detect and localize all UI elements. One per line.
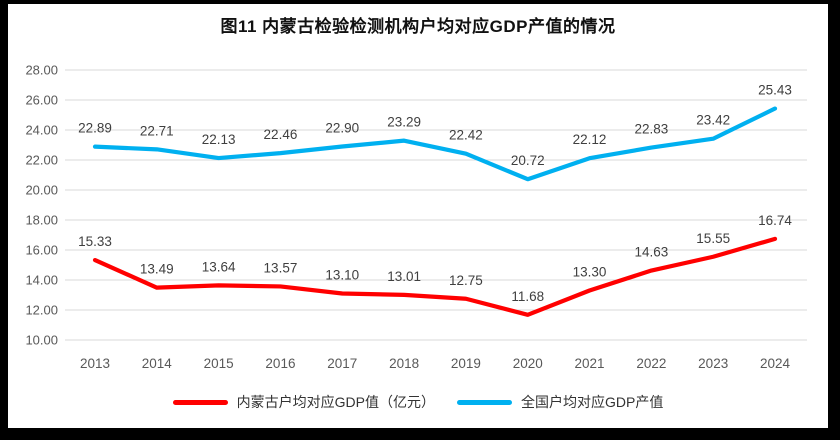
data-label: 13.01 [387,269,421,284]
x-axis-tick-label: 2014 [142,356,173,371]
legend: 内蒙古户均对应GDP值（亿元） 全国户均对应GDP产值 [8,392,828,412]
x-axis-tick-label: 2024 [760,356,791,371]
data-label: 15.55 [696,231,730,246]
data-label: 22.71 [140,123,174,138]
data-label: 13.10 [325,268,359,283]
x-axis-tick-label: 2020 [513,356,543,371]
y-axis-tick-label: 10.00 [25,333,58,348]
data-label: 13.64 [202,259,236,274]
y-axis-tick-label: 16.00 [25,243,58,258]
data-label: 22.83 [634,122,668,137]
series-line [92,106,778,182]
y-axis-tick-label: 20.00 [25,183,58,198]
chart-panel: 图11 内蒙古检验检测机构户均对应GDP产值的情况 10.00 12.00 14.0… [8,4,828,428]
y-axis-tick-label: 18.00 [25,213,58,228]
data-label: 22.89 [78,121,112,136]
data-label: 13.57 [264,260,298,275]
series-line [92,236,778,317]
y-axis-tick-label: 22.00 [25,153,58,168]
legend-item-national: 全国户均对应GDP产值 [457,392,663,412]
x-axis-tick-label: 2017 [327,356,357,371]
data-label: 23.29 [387,115,421,130]
y-axis-tick-label: 28.00 [25,63,58,78]
data-label: 12.75 [449,273,483,288]
x-axis-tick-label: 2021 [575,356,605,371]
data-label: 13.49 [140,262,174,277]
legend-label-national: 全国户均对应GDP产值 [521,394,664,410]
x-axis-tick-label: 2015 [204,356,234,371]
line-chart: 10.00 12.00 14.00 16.00 18.00 20.00 22.00 24.00… [25,63,807,371]
data-label: 15.33 [78,234,112,249]
data-label: 22.90 [325,121,359,136]
y-axis-tick-label: 26.00 [25,93,58,108]
data-label: 23.42 [696,113,730,128]
x-axis-tick-label: 2019 [451,356,481,371]
data-label: 22.12 [573,132,607,147]
red-line-swatch-icon [172,399,228,405]
data-label: 22.13 [202,132,236,147]
legend-label-inner-mongolia: 内蒙古户均对应GDP值（亿元） [236,394,435,410]
data-label: 22.46 [264,127,298,142]
data-label: 13.30 [573,265,607,280]
data-label: 16.74 [758,213,792,228]
x-axis-tick-label: 2022 [636,356,666,371]
x-axis-tick-label: 2013 [80,356,110,371]
chart-title: 图11 内蒙古检验检测机构户均对应GDP产值的情况 [220,17,616,36]
data-label: 25.43 [758,83,792,98]
data-label: 22.42 [449,128,483,143]
y-axis-tick-label: 12.00 [25,303,58,318]
x-axis-tick-label: 2016 [265,356,295,371]
legend-item-inner-mongolia: 内蒙古户均对应GDP值（亿元） [172,392,435,412]
x-axis-tick-label: 2023 [698,356,728,371]
data-label: 14.63 [634,245,668,260]
x-axis-tick-label: 2018 [389,356,419,371]
y-axis-tick-label: 24.00 [25,123,58,138]
data-label: 11.68 [511,289,544,304]
y-axis-tick-label: 14.00 [25,273,58,288]
blue-line-swatch-icon [457,399,512,405]
data-label: 20.72 [511,153,545,168]
